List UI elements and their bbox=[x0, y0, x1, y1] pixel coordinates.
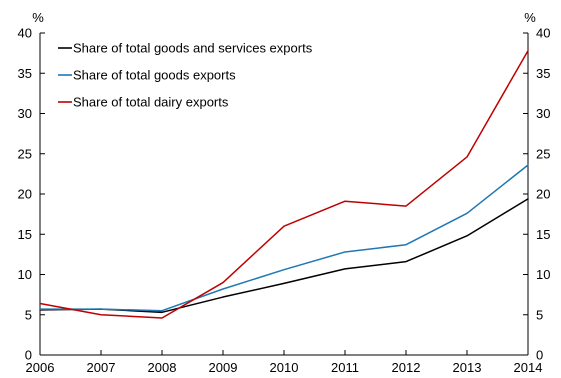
x-tick-label: 2012 bbox=[392, 360, 421, 375]
series-line-1 bbox=[39, 198, 529, 314]
x-tick-label: 2008 bbox=[148, 360, 177, 375]
left-y-tick-label: 20 bbox=[18, 187, 32, 202]
right-y-unit-label: % bbox=[524, 10, 536, 25]
legend-label: Share of total goods and services export… bbox=[73, 41, 313, 56]
axis-labels: 0 0 5 5 10 10 15 15 20 20 25 25 30 30 35 35 40 40 2006 2007… bbox=[18, 10, 551, 375]
right-y-tick-label: 5 bbox=[536, 307, 543, 322]
legend: Share of total goods and services export… bbox=[58, 41, 313, 110]
left-y-tick-label: 40 bbox=[18, 26, 32, 41]
series-lines bbox=[39, 49, 529, 319]
series-line-2 bbox=[39, 164, 529, 312]
x-tick-label: 2009 bbox=[209, 360, 238, 375]
x-tick-label: 2011 bbox=[331, 360, 359, 375]
right-y-tick-label: 40 bbox=[536, 26, 550, 41]
legend-label: Share of total dairy exports bbox=[73, 95, 229, 110]
left-y-tick-label: 35 bbox=[18, 66, 32, 81]
left-y-tick-label: 25 bbox=[18, 146, 32, 161]
right-y-tick-label: 10 bbox=[536, 267, 550, 282]
right-y-tick-label: 0 bbox=[536, 348, 543, 363]
right-y-tick-label: 15 bbox=[536, 227, 550, 242]
x-tick-label: 2014 bbox=[514, 360, 543, 375]
x-tick-label: 2013 bbox=[453, 360, 482, 375]
left-y-tick-label: 5 bbox=[25, 307, 32, 322]
x-tick-label: 2010 bbox=[270, 360, 299, 375]
left-y-tick-label: 30 bbox=[18, 106, 32, 121]
left-y-unit-label: % bbox=[32, 10, 44, 25]
series-line-3 bbox=[39, 49, 529, 319]
right-y-tick-label: 25 bbox=[536, 146, 550, 161]
axes bbox=[39, 32, 529, 356]
legend-label: Share of total goods exports bbox=[73, 68, 236, 83]
left-y-tick-label: 10 bbox=[18, 267, 32, 282]
left-y-tick-label: 15 bbox=[18, 227, 32, 242]
x-tick-label: 2006 bbox=[26, 360, 55, 375]
right-y-tick-label: 35 bbox=[536, 66, 550, 81]
right-y-tick-label: 20 bbox=[536, 187, 550, 202]
left-y-tick-label: 0 bbox=[25, 348, 32, 363]
x-tick-label: 2007 bbox=[87, 360, 116, 375]
right-y-tick-label: 30 bbox=[536, 106, 550, 121]
